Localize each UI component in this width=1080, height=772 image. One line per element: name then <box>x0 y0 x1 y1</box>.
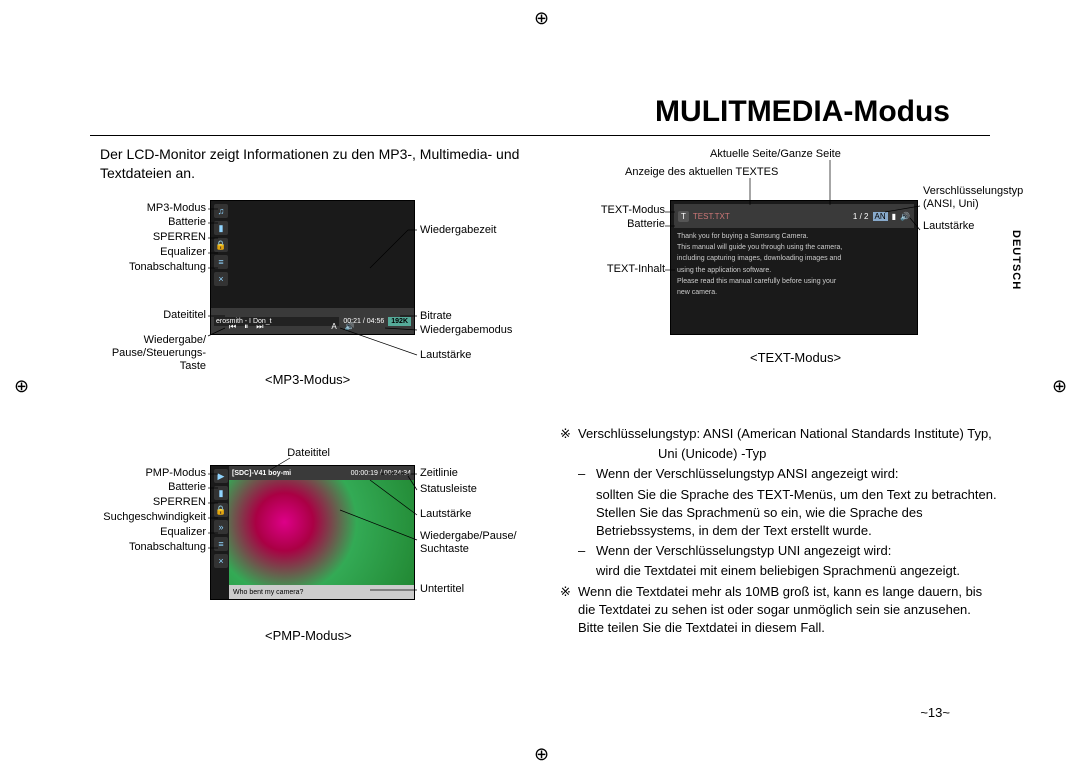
mp3-screen: ♫ ▮ 🔒 ≡ × erosmith - I Don_t 00:21 / 04:… <box>210 200 415 335</box>
rt-l3: Wenn der Verschlüsselungstyp UNI angezei… <box>596 542 891 560</box>
pmp-screen: ▶ ▮ 🔒 » ≡ × [SDC]-V41 boy-mi 00:00:19 / … <box>210 465 415 600</box>
lbl-pmp-speed: Suchgeschwindigkeit <box>78 511 206 523</box>
pmp-subtitle-bar: Who bent my camera? <box>229 585 414 599</box>
text-line: Please read this manual carefully before… <box>677 276 911 287</box>
mode-icon: A <box>331 322 336 332</box>
text-line: including capturing images, downloading … <box>677 253 911 264</box>
lbl-volume: Lautstärke <box>420 349 471 361</box>
lbl-playtime: Wiedergabezeit <box>420 224 496 236</box>
lbl-text-volume: Lautstärke <box>923 220 974 232</box>
text-header: T TEST.TXT 1 / 2 AN ▮ 🔊 <box>674 204 914 228</box>
lock-icon: 🔒 <box>214 503 228 517</box>
bitrate-badge: 192K <box>388 317 411 326</box>
lbl-bitrate: Bitrate <box>420 310 452 322</box>
pmp-file-title: [SDC]-V41 boy-mi <box>232 470 291 477</box>
lbl-subtitle: Untertitel <box>420 583 464 595</box>
reg-mark-top: ⊕ <box>534 8 549 29</box>
horizontal-rule <box>90 135 990 136</box>
right-text-block: ※Verschlüsselungstyp: ANSI (American Nat… <box>560 425 1000 639</box>
lbl-statusbar: Statusleiste <box>420 483 477 495</box>
lbl-pmp-play1: Wiedergabe/Pause/ <box>420 530 517 542</box>
lbl-text-mode: TEXT-Modus <box>565 204 665 216</box>
reg-mark-right: ⊕ <box>1052 376 1067 397</box>
eq-icon: ≡ <box>214 255 228 269</box>
intro-text: Der LCD-Monitor zeigt Informationen zu d… <box>100 145 540 183</box>
page: MULITMEDIA-Modus Der LCD-Monitor zeigt I… <box>70 30 1010 730</box>
lbl-battery: Batterie <box>108 216 206 228</box>
lbl-mp3-mode: MP3-Modus <box>108 202 206 214</box>
text-line: using the application software. <box>677 265 911 276</box>
speed-icon: » <box>214 520 228 534</box>
lbl-play1: Wiedergabe/ <box>65 334 206 346</box>
lock-icon: 🔒 <box>214 238 228 252</box>
music-icon: ♫ <box>214 204 228 218</box>
text-line: new camera. <box>677 287 911 298</box>
caption-mp3: <MP3-Modus> <box>265 372 350 387</box>
pmp-time: 00:00:19 / 00:24:34 <box>351 470 411 477</box>
lbl-eq: Equalizer <box>108 246 206 258</box>
volume-icon: 🔊 <box>345 322 355 332</box>
caption-pmp: <PMP-Modus> <box>265 628 352 643</box>
text-page: 1 / 2 <box>853 212 869 221</box>
lbl-filetitle: Dateititel <box>108 309 206 321</box>
lbl-text-content: TEXT-Inhalt <box>565 263 665 275</box>
rt-l2: Wenn der Verschlüsselungstyp ANSI angeze… <box>596 465 899 483</box>
lbl-pmp-mode: PMP-Modus <box>108 467 206 479</box>
text-screen: T TEST.TXT 1 / 2 AN ▮ 🔊 Thank you for bu… <box>670 200 918 335</box>
text-body: Thank you for buying a Samsung Camera. T… <box>677 231 911 328</box>
rt-l1b: Uni (Unicode) -Typ <box>578 445 766 463</box>
language-tab: DEUTSCH <box>1010 230 1022 290</box>
text-line: This manual will guide you through using… <box>677 242 911 253</box>
text-line: Thank you for buying a Samsung Camera. <box>677 231 911 242</box>
lbl-lock: SPERREN <box>108 231 206 243</box>
lbl-timeline: Zeitlinie <box>420 467 458 479</box>
eq-icon: ≡ <box>214 537 228 551</box>
lbl-play2: Pause/Steuerungs- <box>65 347 206 359</box>
rt-l3b: wird die Textdatei mit einem beliebigen … <box>596 562 960 580</box>
pmp-top-bar: [SDC]-V41 boy-mi 00:00:19 / 00:24:34 <box>229 466 414 480</box>
prev-icon: ⏮ <box>229 322 236 332</box>
rt-l1: Verschlüsselungstyp: ANSI (American Nati… <box>578 425 992 443</box>
text-filename: TEST.TXT <box>693 212 730 221</box>
lbl-pmp-battery: Batterie <box>108 481 206 493</box>
pause-icon: ⏸ <box>244 322 248 332</box>
lbl-enc-ansi: (ANSI, Uni) <box>923 198 979 210</box>
lbl-page-count: Aktuelle Seite/Ganze Seite <box>710 148 841 160</box>
mp3-icon-stack: ♫ ▮ 🔒 ≡ × <box>214 204 228 286</box>
volume-icon: 🔊 <box>900 212 910 221</box>
lbl-play3: Taste <box>65 360 206 372</box>
caption-text: <TEXT-Modus> <box>750 350 841 365</box>
reg-mark-left: ⊕ <box>14 376 29 397</box>
next-icon: ⏭ <box>256 322 263 332</box>
lbl-pmp-volume: Lautstärke <box>420 508 471 520</box>
reg-mark-bottom: ⊕ <box>534 744 549 765</box>
mute-icon: × <box>214 272 228 286</box>
page-title: MULITMEDIA-Modus <box>655 95 950 129</box>
text-mode-icon: T <box>678 211 689 222</box>
battery-icon: ▮ <box>892 212 896 221</box>
lbl-text-battery: Batterie <box>565 218 665 230</box>
battery-icon: ▮ <box>214 221 228 235</box>
pmp-video-frame <box>229 480 414 585</box>
pmp-icon: ▶ <box>214 469 228 483</box>
text-enc: AN <box>873 212 888 221</box>
mute-icon: × <box>214 554 228 568</box>
pmp-subtitle: Who bent my camera? <box>233 589 303 596</box>
rt-l4: Wenn die Textdatei mehr als 10MB groß is… <box>578 583 1000 638</box>
lbl-pmp-mute: Tonabschaltung <box>108 541 206 553</box>
lbl-mute: Tonabschaltung <box>108 261 206 273</box>
rt-l2b: sollten Sie die Sprache des TEXT-Menüs, … <box>596 486 1000 541</box>
page-number: ~13~ <box>920 705 950 720</box>
lbl-playmode: Wiedergabemodus <box>420 324 512 336</box>
lbl-pmp-filetitle: Dateititel <box>250 447 330 459</box>
mp3-controls: ⏮ ⏸ ⏭ A 🔊 <box>229 322 355 332</box>
lbl-enc-type: Verschlüsselungstyp <box>923 185 1023 197</box>
battery-icon: ▮ <box>214 486 228 500</box>
lbl-pmp-eq: Equalizer <box>108 526 206 538</box>
lbl-pmp-play2: Suchtaste <box>420 543 469 555</box>
lbl-pmp-lock: SPERREN <box>108 496 206 508</box>
pmp-icon-stack: ▶ ▮ 🔒 » ≡ × <box>214 469 228 568</box>
lbl-current-text: Anzeige des aktuellen TEXTES <box>625 166 778 178</box>
